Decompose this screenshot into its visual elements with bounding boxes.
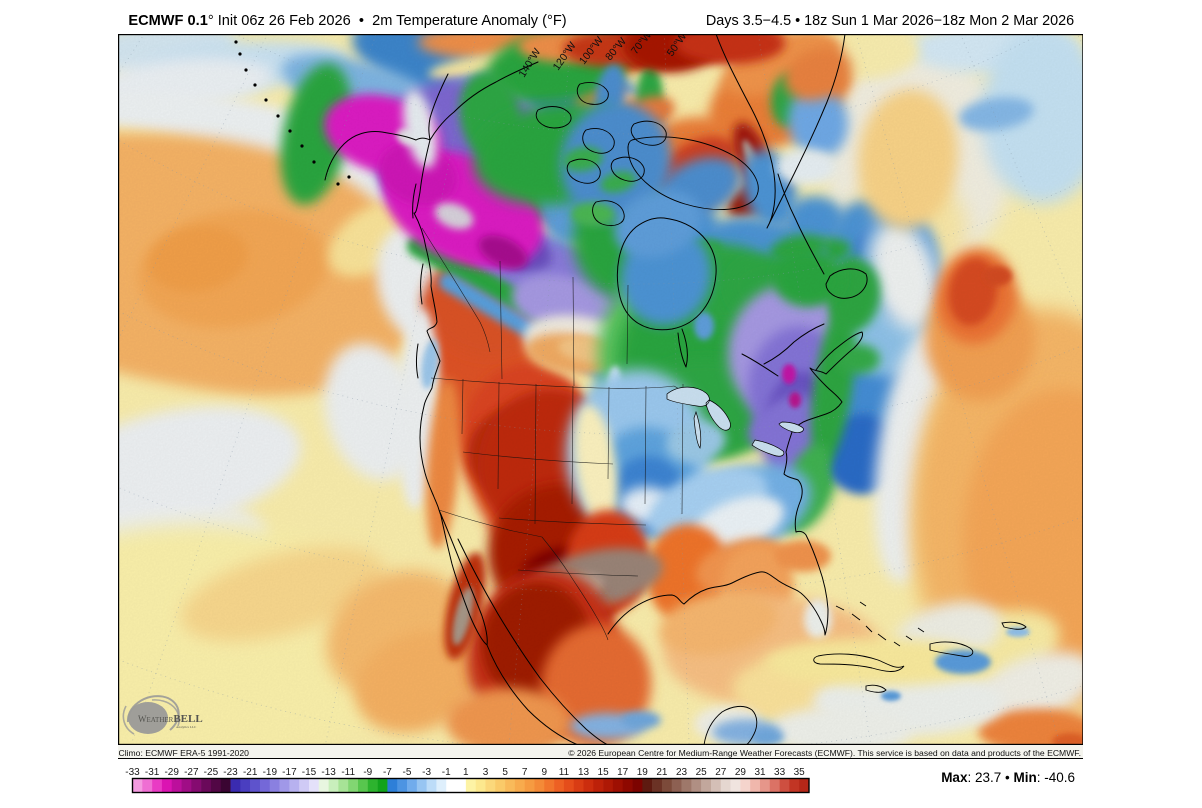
svg-text:31: 31	[754, 767, 766, 778]
svg-text:WEATHERBELL: WEATHERBELL	[138, 713, 203, 725]
svg-text:-29: -29	[164, 767, 179, 778]
svg-text:-9: -9	[363, 767, 372, 778]
svg-text:9: 9	[542, 767, 548, 778]
svg-text:-7: -7	[383, 767, 392, 778]
svg-text:5: 5	[502, 767, 508, 778]
svg-text:1: 1	[463, 767, 469, 778]
svg-text:-5: -5	[403, 767, 412, 778]
svg-text:33: 33	[774, 767, 786, 778]
svg-text:-33: -33	[125, 767, 140, 778]
svg-text:7: 7	[522, 767, 528, 778]
svg-text:-21: -21	[243, 767, 258, 778]
svg-text:Analytics LLC: Analytics LLC	[176, 725, 197, 729]
svg-text:-23: -23	[223, 767, 238, 778]
svg-text:13: 13	[578, 767, 590, 778]
svg-text:11: 11	[559, 767, 570, 778]
svg-text:27: 27	[715, 767, 727, 778]
svg-text:3: 3	[483, 767, 489, 778]
svg-text:29: 29	[735, 767, 747, 778]
svg-text:-11: -11	[341, 767, 355, 778]
svg-text:-31: -31	[145, 767, 160, 778]
svg-text:-15: -15	[302, 767, 317, 778]
svg-text:-25: -25	[204, 767, 219, 778]
svg-text:15: 15	[598, 767, 610, 778]
svg-text:35: 35	[794, 767, 806, 778]
svg-text:23: 23	[676, 767, 688, 778]
svg-text:17: 17	[617, 767, 629, 778]
svg-text:-27: -27	[184, 767, 199, 778]
svg-text:-19: -19	[263, 767, 278, 778]
svg-text:21: 21	[656, 767, 668, 778]
svg-text:-1: -1	[442, 767, 451, 778]
svg-text:-17: -17	[282, 767, 297, 778]
svg-text:25: 25	[696, 767, 708, 778]
svg-text:-13: -13	[321, 767, 336, 778]
svg-text:19: 19	[637, 767, 649, 778]
svg-text:-3: -3	[422, 767, 431, 778]
